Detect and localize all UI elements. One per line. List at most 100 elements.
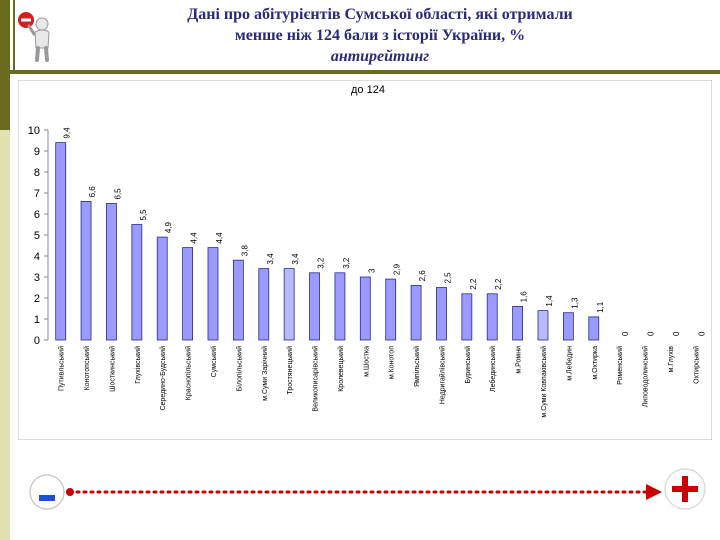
category-label: Лебединський [489,346,497,392]
category-label: м.Глухів [667,346,675,373]
data-label: 3,4 [291,253,300,265]
chart-title: до 124 [351,84,385,96]
data-label: 6,5 [113,188,122,200]
bar [131,224,143,341]
bars-group [55,142,600,341]
category-label: м.Ромни [516,346,523,374]
data-label: 5,5 [139,209,148,221]
data-label: 2,6 [418,270,427,282]
title-line-3: антирейтинг [330,48,430,65]
category-label: Краснопільський [185,346,193,400]
data-label: 0 [697,331,706,336]
y-tick-label: 5 [34,230,40,242]
data-label: 2,2 [469,278,478,290]
bar [334,272,346,341]
category-label: м.Охтирка [592,346,599,380]
y-tick-label: 10 [28,125,40,137]
category-label: Ямпільський [413,346,421,387]
category-label: Буринський [464,346,472,384]
data-label: 4,9 [164,221,173,233]
y-tick-label: 9 [34,146,40,158]
data-label: 2,5 [443,272,452,284]
category-label: Середино-Будський [159,346,167,411]
bar [410,284,422,341]
data-label: 6,6 [88,186,97,198]
category-label: Охтирський [692,346,700,384]
category-label: м.Суми Ковпаківський [540,346,548,418]
category-label: Роменський [616,346,624,385]
data-label: 1,3 [570,297,579,309]
plus-icon [664,468,706,510]
data-label: 3,8 [240,245,249,257]
data-label: 2,9 [393,263,402,275]
bar [588,316,600,341]
slide-title: Дані про абітурієнтів Сумської області, … [100,4,660,67]
category-labels-group: Путивльський Конотопський Шосткинський Глух… [58,346,701,418]
y-tick-label: 7 [34,188,40,200]
category-label: м.Шостка [363,346,370,377]
bar [461,293,473,341]
category-label: Тростянецький [286,346,294,395]
bar [537,310,549,341]
category-label: Глухівський [134,346,142,384]
bar [283,268,295,341]
category-label: Великописарівський [312,346,320,412]
data-label: 3 [367,268,376,273]
category-label: Кролевецький [337,346,345,392]
data-label: 2,2 [494,278,503,290]
category-label: Недригайлівський [438,346,446,404]
bar [207,247,219,341]
data-label: 0 [672,331,681,336]
bar [486,293,498,341]
y-tick-label: 8 [34,167,40,179]
data-label: 9,4 [63,127,72,139]
data-label: 1,6 [520,291,529,303]
bar-chart: до 124 0 1 2 3 4 5 6 7 8 9 10 9,4 6,6 6,5 5,5 4,9 4,4 4,… [18,80,712,440]
dotted-arrow [66,484,662,500]
y-tick-label: 0 [34,335,40,347]
data-label: 1,1 [596,301,605,313]
bar [512,305,524,341]
bar [55,142,67,341]
category-label: Шосткинський [108,346,116,392]
data-label: 3,2 [342,257,351,269]
value-labels-group: 9,4 6,6 6,5 5,5 4,9 4,4 4,4 3,8 3,4 3,4 3,2 3,2 3 2,9… [63,127,707,336]
y-tick-label: 2 [34,293,40,305]
bar [258,268,270,341]
category-label: м.Конотоп [389,346,396,379]
data-label: 0 [621,331,630,336]
no-entry-figure-icon [18,12,50,62]
bar [80,201,92,341]
bar [232,259,244,341]
bar [182,247,194,341]
category-label: Конотопський [83,346,91,391]
bar [106,203,117,341]
y-tick-label: 3 [34,272,40,284]
data-label: 1,4 [545,295,554,307]
bar [156,236,168,341]
bar [309,272,320,341]
y-tick-label: 4 [34,251,40,263]
bar [562,312,574,341]
left-accent-bar-light [0,130,10,540]
data-label: 0 [647,331,656,336]
bar [436,287,447,341]
left-accent-bar-dark [0,0,10,130]
y-tick-label: 6 [34,209,40,221]
y-axis: 0 1 2 3 4 5 6 7 8 9 10 [28,125,49,347]
data-label: 4,4 [190,232,199,244]
bar [385,278,397,341]
minus-icon [29,474,65,510]
data-label: 4,4 [215,232,224,244]
category-label: Путивльський [58,346,66,391]
category-label: Білопільський [235,346,243,391]
category-label: м.Суми Зарічний [261,346,269,401]
bar [359,276,371,341]
header-vertical-rule [13,0,15,70]
header-rule [10,70,720,74]
title-line-1: Дані про абітурієнтів Сумської області, … [187,6,573,23]
title-line-2: менше ніж 124 бали з історії України, % [234,27,526,44]
category-label: м.Лебедин [565,346,573,381]
chart-frame [18,80,712,440]
category-label: Сумський [210,346,218,377]
